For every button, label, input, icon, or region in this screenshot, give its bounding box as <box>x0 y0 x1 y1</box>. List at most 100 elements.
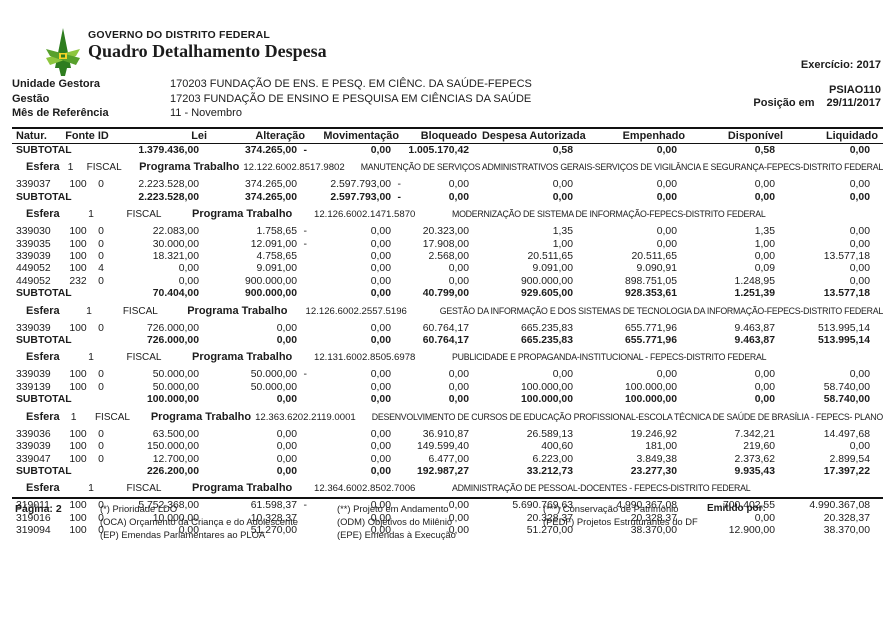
col-lei: Lei <box>191 130 207 142</box>
legend-item: (***) Conservação de Patrimônio <box>543 503 679 514</box>
amount-cell: 10.328,37 <box>250 512 297 524</box>
mes-referencia-value: 11 - Novembro <box>170 107 242 119</box>
amount-value: 12.091,00 <box>250 238 297 250</box>
amount-cell: 0,00 <box>656 238 677 250</box>
amount-cell: 0,00 <box>656 179 677 191</box>
amount-cell: 2.597.793,00- <box>310 192 404 204</box>
amount-cell: 0,00 <box>448 263 469 275</box>
amount-value: 374.265,00 <box>244 145 297 156</box>
amount-cell: 17.397,22 <box>823 465 870 477</box>
amount-cell: 0,00 <box>656 145 677 156</box>
amount-value: 2.597.793,00 <box>330 179 391 191</box>
amount-cell: 900.000,00 <box>244 288 297 300</box>
amount-cell: 0,00 <box>276 441 297 453</box>
amount-cell: 9.091,00 <box>532 263 573 275</box>
amount-cell: 374.265,00 <box>244 191 297 203</box>
amount-cell: 0,00 <box>370 453 391 465</box>
legend-column-3: (***) Conservação de Patrimônio (PEDF) Pr… <box>543 503 707 541</box>
table-row: 339039 100 0 726.000,00 0,00 0,00 60.764,17 665… <box>12 323 883 335</box>
esfera-section-header: Esfera 1 FISCAL Programa Trabalho 12.122.600… <box>12 161 883 174</box>
esfera-label: Esfera <box>26 304 60 317</box>
subtotal-row: SUBTOTAL 726.000,00 0,00 0,00 60.764,17 665.2… <box>12 335 883 347</box>
amount-cell: 6.223,00 <box>532 453 573 465</box>
amount-cell: 12.900,00 <box>728 525 775 537</box>
amount-cell: 0,00 <box>370 288 391 300</box>
esfera-section-header: Esfera 1 FISCAL Programa Trabalho 12.364.600… <box>12 482 883 495</box>
col-disponivel: Disponível <box>727 130 783 142</box>
amount-cell: 6.477,00 <box>428 453 469 465</box>
programa-descricao: DESENVOLVIMENTO DE CURSOS DE EDUCAÇÃO PR… <box>371 411 883 422</box>
table-row: 339139 100 0 50.000,00 50.000,00 0,00 0,00 100.… <box>12 382 883 394</box>
fonte-cell: 100 <box>69 263 87 275</box>
negative-sign: - <box>303 145 307 156</box>
amount-cell: 655.771,96 <box>624 335 677 347</box>
amount-cell: 50.000,00 <box>152 381 199 393</box>
subtotal-label: SUBTOTAL <box>16 288 72 300</box>
esfera-number: 1 <box>88 352 94 364</box>
amount-cell: 0,00 <box>370 226 391 238</box>
expense-table: Natur. Fonte ID Lei Alteração Movimentaç… <box>12 127 883 538</box>
report-code: PSIAO110 <box>829 84 881 96</box>
amount-cell: 60.764,17 <box>422 335 469 347</box>
amount-cell: 226.200,00 <box>146 465 199 477</box>
esfera-type: FISCAL <box>126 483 162 495</box>
programa-trabalho-label: Programa Trabalho <box>139 161 240 174</box>
negative-sign: - <box>303 226 307 238</box>
fonte-cell: 100 <box>69 453 87 465</box>
amount-cell: 0,00 <box>849 238 870 250</box>
table-row: 449052 100 4 0,00 9.091,00 0,00 0,00 9.091,00 9.… <box>12 263 883 275</box>
amount-cell: 13.577,18 <box>823 251 870 263</box>
fonte-cell: 100 <box>69 441 87 453</box>
amount-cell: 7.342,21 <box>734 428 775 440</box>
amount-cell: 0,00 <box>849 441 870 453</box>
natureza-cell: 339036 <box>16 428 51 440</box>
amount-cell: 22.083,00 <box>152 226 199 238</box>
legend-item: (EPE) Emendas à Execução <box>337 528 456 540</box>
subtotal-label: SUBTOTAL <box>16 191 72 203</box>
esfera-type: FISCAL <box>86 162 122 174</box>
subtotal-row: SUBTOTAL 70.404,00 900.000,00 0,00 40.799,00… <box>12 288 883 300</box>
unidade-gestora-row: Unidade Gestora 170203 FUNDAÇÃO DE ENS. … <box>12 77 532 92</box>
id-cell: 0 <box>98 322 104 334</box>
amount-cell: 0,00 <box>448 369 469 381</box>
page-title: Quadro Detalhamento Despesa <box>88 41 327 61</box>
id-cell: 0 <box>98 238 104 250</box>
amount-cell: 0,00 <box>370 369 391 381</box>
amount-cell: 70.404,00 <box>152 288 199 300</box>
gestao-value: 17203 FUNDAÇÃO DE ENSINO E PESQUISA EM C… <box>170 92 532 105</box>
fonte-cell: 100 <box>69 251 87 263</box>
id-cell: 0 <box>98 441 104 453</box>
amount-cell: 0,00 <box>448 381 469 393</box>
esfera-type: FISCAL <box>94 411 130 423</box>
fonte-cell: 100 <box>69 428 87 440</box>
page-number-label: Página: <box>15 503 53 515</box>
amount-cell: 0,00 <box>754 381 775 393</box>
amount-cell: 100.000,00 <box>520 381 573 393</box>
amount-cell: 0,00 <box>552 179 573 191</box>
amount-cell: 0,00 <box>656 226 677 238</box>
programa-codigo: 12.364.6002.8502.7006 <box>314 483 416 495</box>
posicao-label: Posição em <box>753 97 815 109</box>
amount-cell: 2.223.528,00 <box>138 179 199 191</box>
amount-cell: 0,00 <box>849 369 870 381</box>
gdf-logo-icon <box>46 28 80 76</box>
amount-value: 50.000,00 <box>250 369 297 381</box>
id-cell: 0 <box>98 500 104 512</box>
amount-cell: 192.987,27 <box>416 465 469 477</box>
amount-cell: 20.323,00 <box>422 226 469 238</box>
esfera-label: Esfera <box>26 208 60 221</box>
exercicio-value: Exercício: 2017 <box>800 59 881 71</box>
fonte-cell: 100 <box>69 179 87 191</box>
table-row: 339035 100 0 30.000,00 12.091,00- 0,00 17.908,… <box>12 239 883 251</box>
esfera-type: FISCAL <box>126 209 162 221</box>
amount-cell: 726.000,00 <box>146 335 199 347</box>
amount-cell: 0,00 <box>370 145 391 156</box>
esfera-number: 1 <box>86 305 92 317</box>
amount-cell: 50.000,00 <box>152 369 199 381</box>
amount-cell: 2.373,62 <box>734 453 775 465</box>
esfera-section-header: Esfera 1 FISCAL Programa Trabalho 12.126.600… <box>12 305 883 318</box>
legend-item: (ODM) Objetivos do Milênio <box>337 515 453 527</box>
government-name: GOVERNO DO DISTRITO FEDERAL <box>88 29 270 41</box>
amount-cell: 0,00 <box>370 428 391 440</box>
programa-trabalho-label: Programa Trabalho <box>150 410 252 423</box>
